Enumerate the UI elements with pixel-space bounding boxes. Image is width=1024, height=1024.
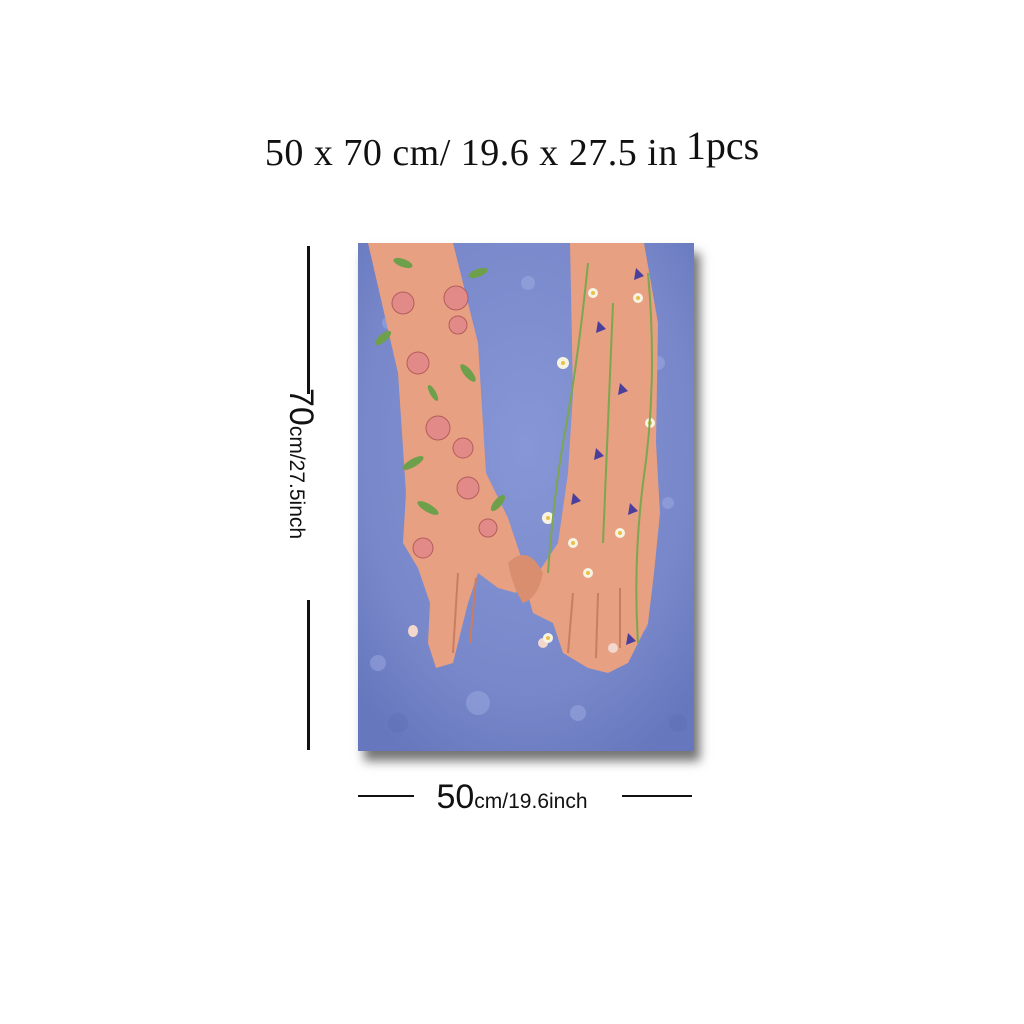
width-line-left xyxy=(358,795,414,797)
height-label: 70cm/27.5inch xyxy=(281,388,320,539)
product-size-title: 50 x 70 cm/ 19.6 x 27.5 in 1pcs xyxy=(0,123,1024,175)
height-value: 70 xyxy=(282,388,320,426)
piece-count: 1pcs xyxy=(685,123,760,168)
height-unit: cm/27.5inch xyxy=(285,425,308,540)
size-text: 50 x 70 cm/ 19.6 x 27.5 in xyxy=(264,132,678,174)
pinky-promise-hands-floral-painting-icon xyxy=(358,243,694,751)
height-line-top xyxy=(307,246,310,394)
height-line-bottom xyxy=(307,600,310,750)
width-value: 50 xyxy=(436,778,475,816)
width-line-right xyxy=(622,795,692,797)
canvas-print xyxy=(358,243,694,751)
width-label: 50cm/19.6inch xyxy=(0,778,1024,817)
width-unit: cm/19.6inch xyxy=(474,790,588,813)
